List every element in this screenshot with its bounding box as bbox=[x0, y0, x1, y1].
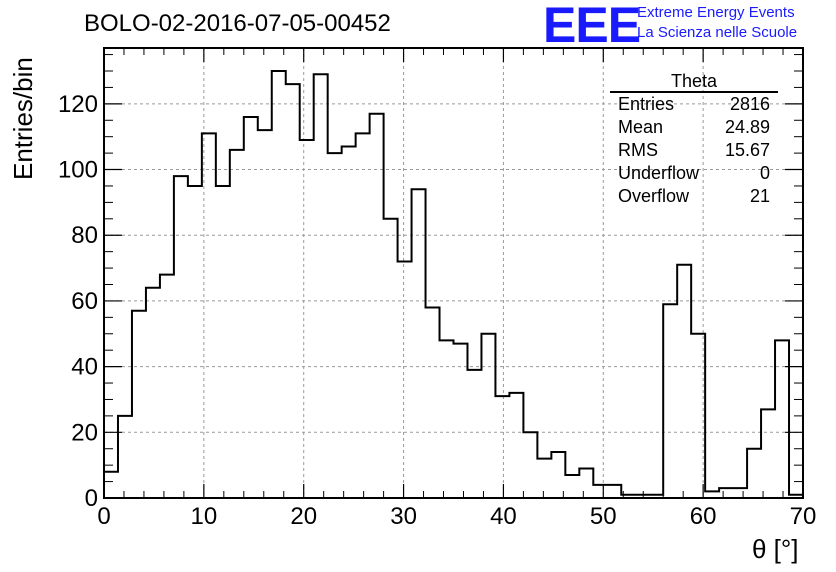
histogram-step-line bbox=[104, 69, 803, 496]
x-tick-label: 0 bbox=[97, 503, 110, 530]
stats-label: Entries bbox=[618, 94, 675, 114]
y-tick-label: 20 bbox=[71, 419, 98, 446]
y-tick-label: 120 bbox=[58, 91, 98, 118]
y-tick-label: 0 bbox=[85, 485, 98, 512]
eee-logo: EEE bbox=[543, 0, 641, 53]
logo-line-2: La Scienza nelle Scuole bbox=[637, 24, 798, 41]
y-tick-label: 80 bbox=[71, 222, 98, 249]
stats-row: Mean 24.89 bbox=[610, 116, 778, 139]
x-tick-label: 40 bbox=[490, 503, 517, 530]
axis-tick-labels: 0 10 20 30 40 50 60 70 0 20 40 60 80 100 120 bbox=[58, 91, 816, 530]
chart-title: BOLO-02-2016-07-05-00452 bbox=[84, 10, 391, 37]
y-tick-label: 60 bbox=[71, 288, 98, 315]
x-axis-label: θ [°] bbox=[752, 534, 799, 564]
stats-row: Underflow 0 bbox=[610, 162, 778, 185]
stats-rows: Entries 2816 Mean 24.89 RMS 15.67 Underflow 0 Ov… bbox=[610, 93, 778, 208]
stats-value: 0 bbox=[759, 163, 770, 183]
stats-value: 21 bbox=[749, 186, 770, 206]
y-tick-label: 40 bbox=[71, 354, 98, 381]
stats-label: RMS bbox=[618, 140, 658, 160]
plot-frame bbox=[103, 47, 804, 499]
stats-row: Overflow 21 bbox=[610, 185, 778, 208]
x-tick-label: 60 bbox=[690, 503, 717, 530]
y-axis-label: Entries/bin bbox=[8, 57, 38, 180]
x-tick-label: 30 bbox=[390, 503, 417, 530]
x-tick-label: 20 bbox=[290, 503, 317, 530]
stats-value: 2816 bbox=[729, 94, 770, 114]
stats-label: Mean bbox=[618, 117, 664, 137]
stats-label: Underflow bbox=[618, 163, 700, 183]
stats-value: 15.67 bbox=[724, 140, 770, 160]
x-tick-label: 10 bbox=[191, 503, 218, 530]
stats-box: Theta Entries 2816 Mean 24.89 RMS 15.67 Underf… bbox=[610, 72, 778, 208]
stats-row: Entries 2816 bbox=[610, 93, 778, 116]
logo-line-1: Extreme Energy Events bbox=[637, 4, 795, 21]
x-tick-label: 50 bbox=[590, 503, 617, 530]
stats-row: RMS 15.67 bbox=[610, 139, 778, 162]
stats-label: Overflow bbox=[618, 186, 690, 206]
stats-title: Theta bbox=[610, 72, 778, 93]
grid-lines bbox=[104, 48, 803, 498]
y-tick-label: 100 bbox=[58, 157, 98, 184]
x-tick-label: 70 bbox=[790, 503, 817, 530]
stats-value: 24.89 bbox=[724, 117, 770, 137]
